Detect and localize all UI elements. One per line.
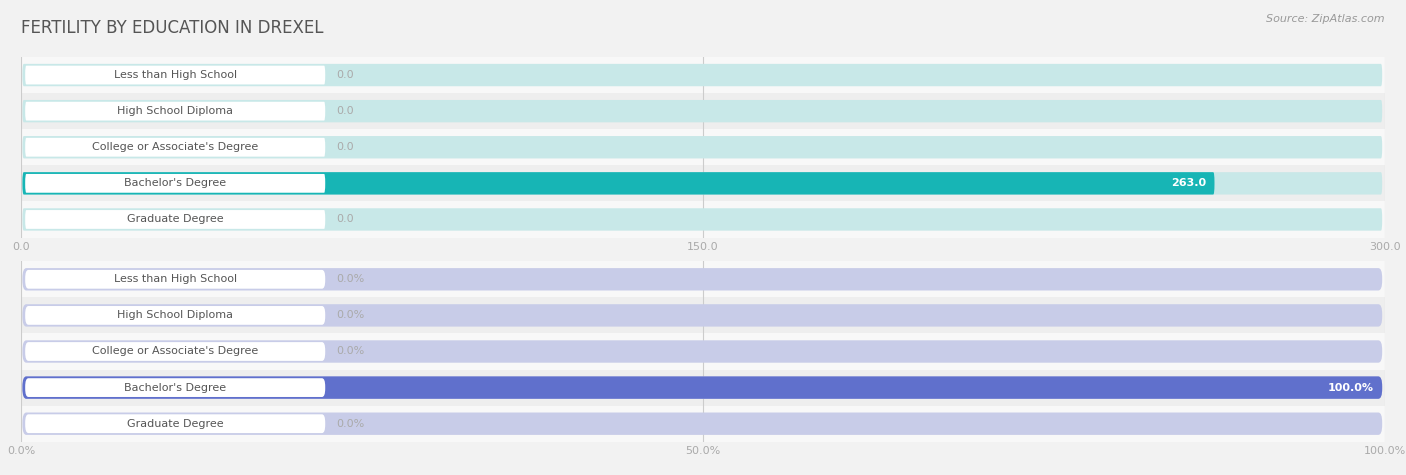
FancyBboxPatch shape <box>22 340 1382 363</box>
Text: Graduate Degree: Graduate Degree <box>127 418 224 429</box>
FancyBboxPatch shape <box>22 136 1382 159</box>
Text: 0.0: 0.0 <box>336 142 354 152</box>
Text: Less than High School: Less than High School <box>114 70 236 80</box>
Bar <box>21 261 1385 297</box>
Text: High School Diploma: High School Diploma <box>117 310 233 321</box>
Text: 100.0%: 100.0% <box>1329 382 1374 393</box>
FancyBboxPatch shape <box>22 100 1382 123</box>
Bar <box>21 165 1385 201</box>
Text: Source: ZipAtlas.com: Source: ZipAtlas.com <box>1267 14 1385 24</box>
FancyBboxPatch shape <box>22 64 1382 86</box>
FancyBboxPatch shape <box>22 412 1382 435</box>
FancyBboxPatch shape <box>25 414 325 433</box>
FancyBboxPatch shape <box>25 66 325 85</box>
FancyBboxPatch shape <box>25 306 325 325</box>
FancyBboxPatch shape <box>25 270 325 289</box>
FancyBboxPatch shape <box>22 304 1382 327</box>
FancyBboxPatch shape <box>22 376 1382 399</box>
Text: Less than High School: Less than High School <box>114 274 236 285</box>
FancyBboxPatch shape <box>25 210 325 229</box>
Bar <box>21 370 1385 406</box>
Text: College or Associate's Degree: College or Associate's Degree <box>91 142 259 152</box>
FancyBboxPatch shape <box>22 172 1215 195</box>
FancyBboxPatch shape <box>25 378 325 397</box>
Bar <box>21 201 1385 238</box>
Text: 0.0%: 0.0% <box>336 346 364 357</box>
Text: College or Associate's Degree: College or Associate's Degree <box>91 346 259 357</box>
Bar <box>21 57 1385 93</box>
FancyBboxPatch shape <box>25 138 325 157</box>
Text: High School Diploma: High School Diploma <box>117 106 233 116</box>
Text: 0.0: 0.0 <box>336 214 354 225</box>
Bar <box>21 333 1385 370</box>
Text: 0.0%: 0.0% <box>336 418 364 429</box>
Text: 0.0: 0.0 <box>336 106 354 116</box>
Bar <box>21 406 1385 442</box>
FancyBboxPatch shape <box>25 174 325 193</box>
Text: 263.0: 263.0 <box>1171 178 1206 189</box>
Text: 0.0%: 0.0% <box>336 310 364 321</box>
FancyBboxPatch shape <box>22 268 1382 291</box>
FancyBboxPatch shape <box>22 376 1382 399</box>
FancyBboxPatch shape <box>22 208 1382 231</box>
Text: 0.0%: 0.0% <box>336 274 364 285</box>
Text: 0.0: 0.0 <box>336 70 354 80</box>
Bar <box>21 129 1385 165</box>
Bar <box>21 297 1385 333</box>
Bar <box>21 93 1385 129</box>
FancyBboxPatch shape <box>25 102 325 121</box>
Text: Graduate Degree: Graduate Degree <box>127 214 224 225</box>
Text: Bachelor's Degree: Bachelor's Degree <box>124 382 226 393</box>
Text: FERTILITY BY EDUCATION IN DREXEL: FERTILITY BY EDUCATION IN DREXEL <box>21 19 323 37</box>
FancyBboxPatch shape <box>22 172 1382 195</box>
Text: Bachelor's Degree: Bachelor's Degree <box>124 178 226 189</box>
FancyBboxPatch shape <box>25 342 325 361</box>
